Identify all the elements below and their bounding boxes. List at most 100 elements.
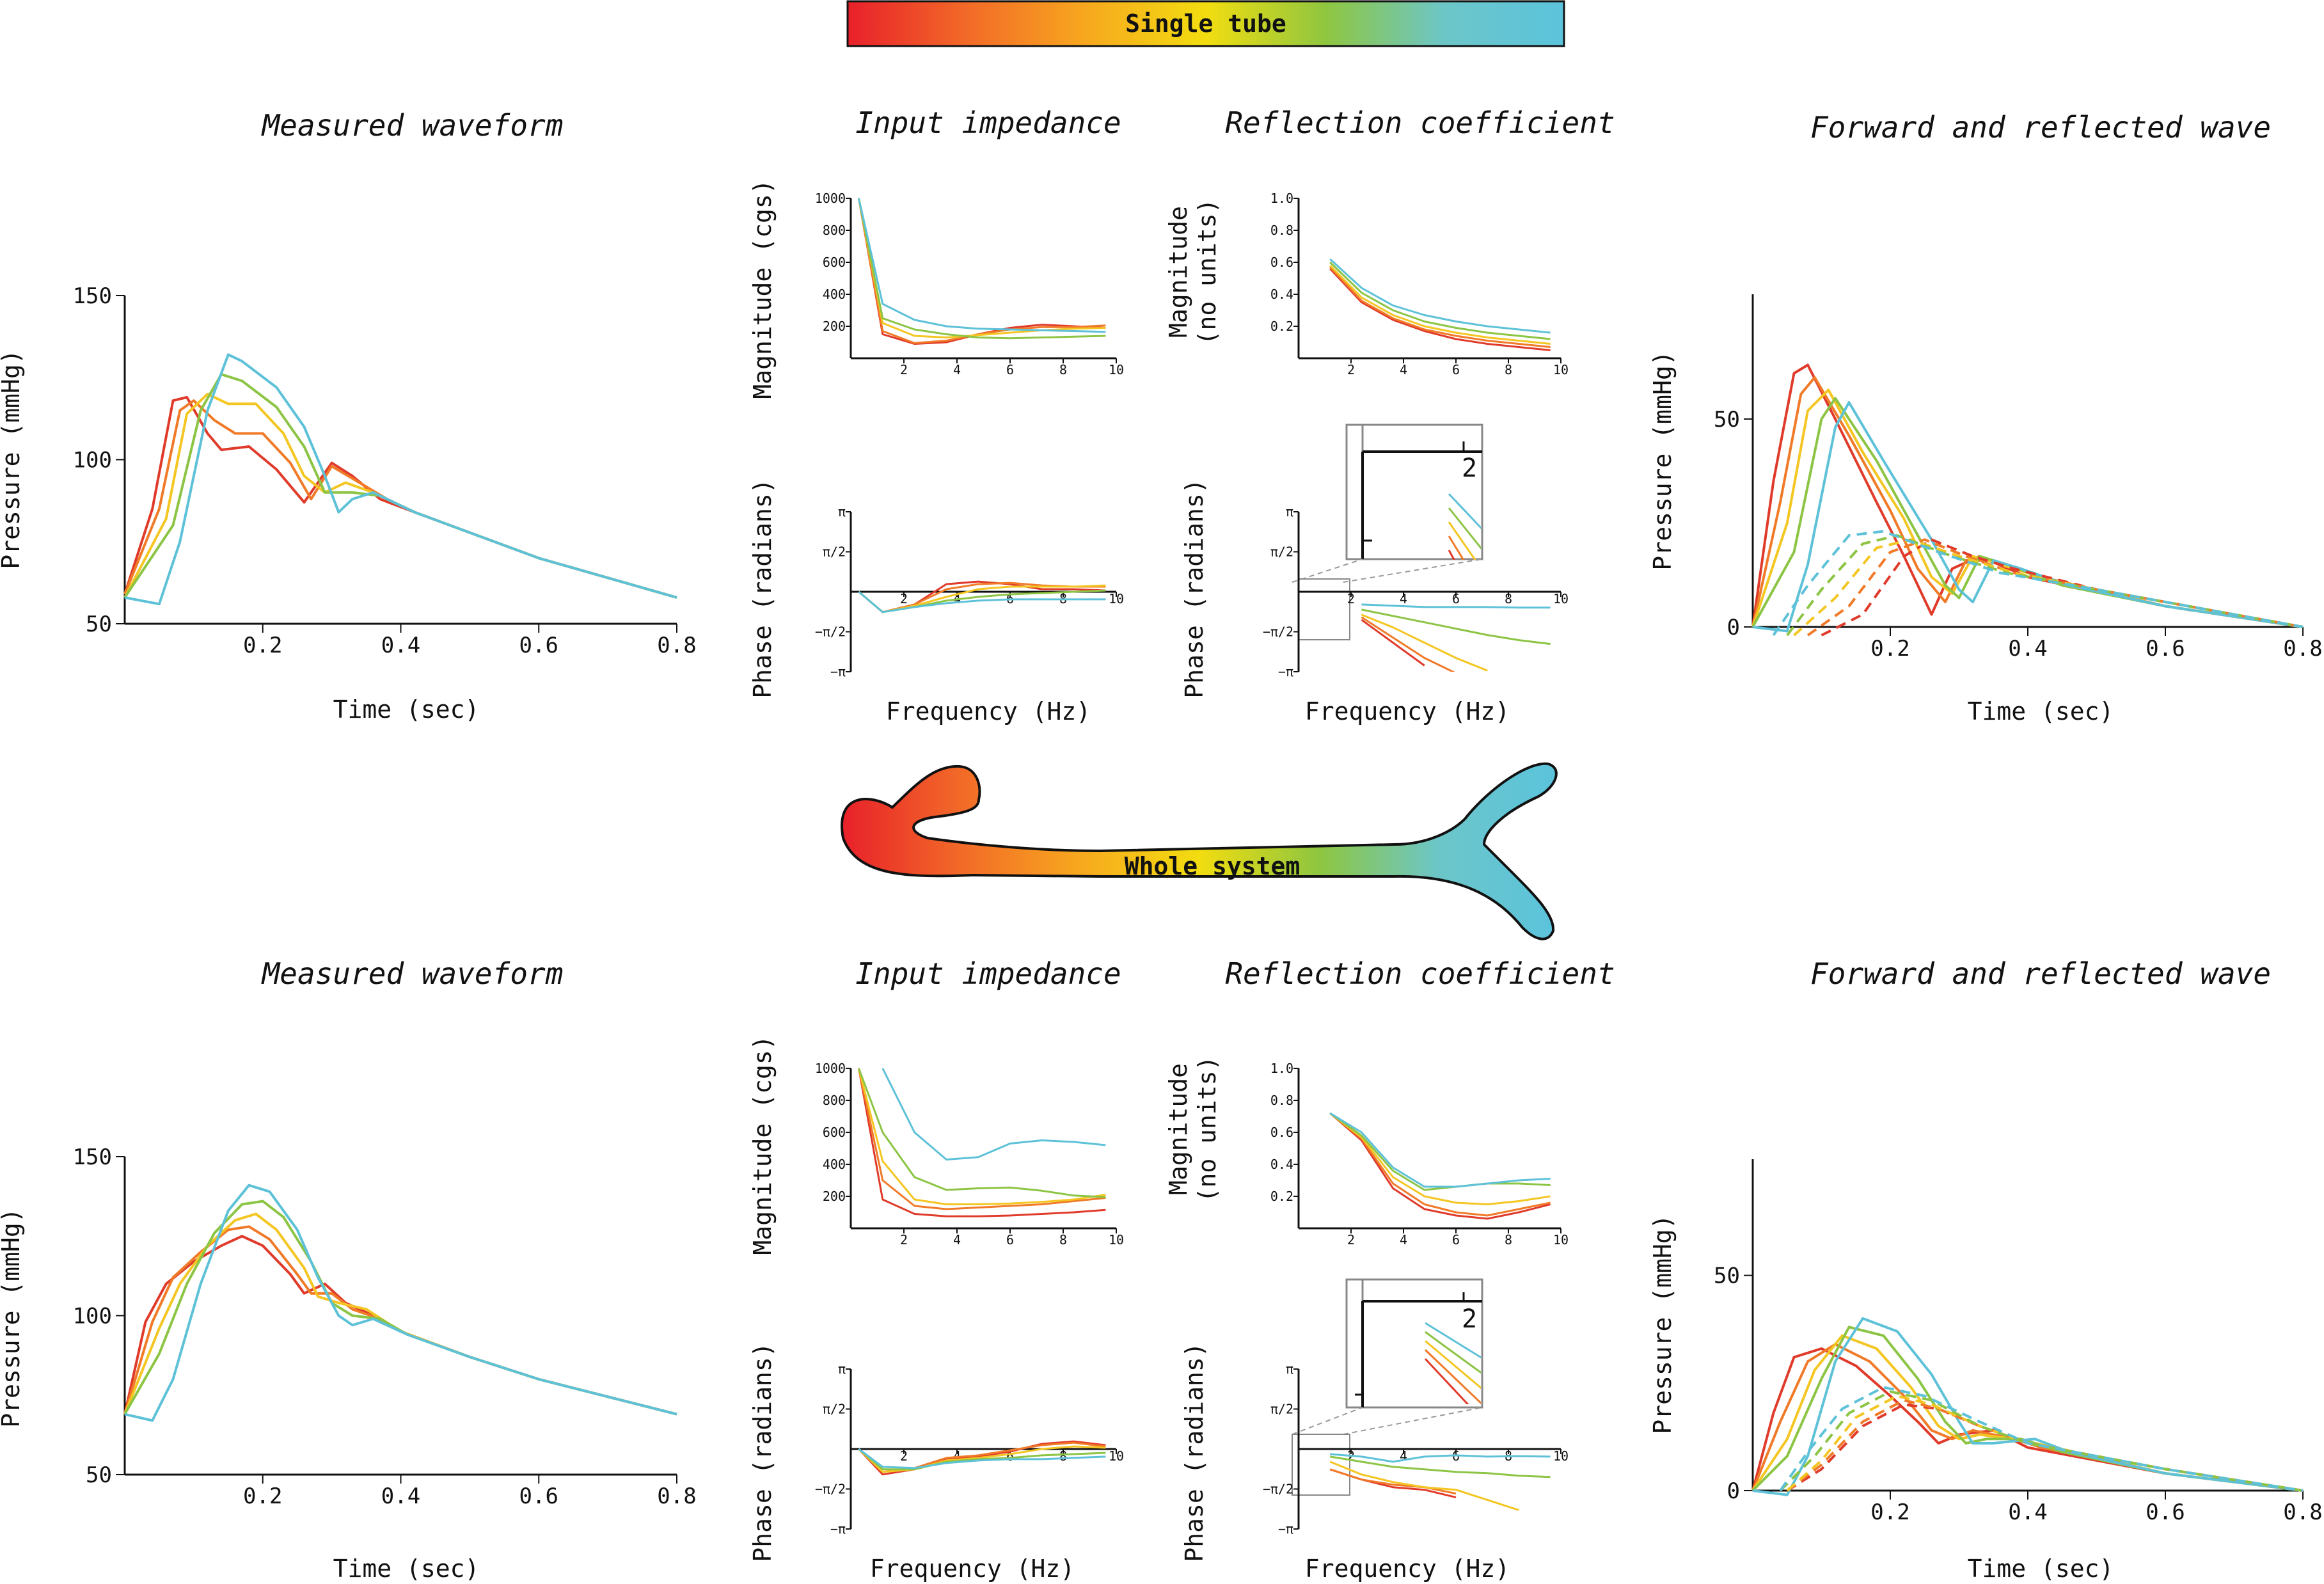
x-tick-label: 0.8 (2283, 1500, 2322, 1525)
x-tick-label: 8 (1505, 1232, 1512, 1247)
x-axis-label: Frequency (Hz) (870, 1555, 1075, 1583)
series-line (1329, 1461, 1519, 1511)
x-tick-label: 6 (1006, 362, 1014, 377)
x-tick-label: 6 (1452, 362, 1460, 377)
chart-single-refl-mag: 2 4 6 8 10 0.2 0.4 0.6 0.8 1.0 Magnitude (no units) (1164, 191, 1569, 377)
series-line (858, 198, 1106, 333)
x-axis-label: Time (sec) (333, 1555, 480, 1583)
y-axis-label: Phase (radians) (748, 479, 777, 698)
series-line (1329, 267, 1551, 351)
y-tick-label: 0.2 (1270, 319, 1293, 334)
chart-single-refl-phase: 2 4 6 8 10 π π/2 −π/2 −π Frequency (Hz) Phase (rad… (1180, 479, 1569, 725)
y-tick-label: 0.8 (1270, 1093, 1293, 1108)
y-tick-label: 800 (823, 223, 846, 238)
series-line (1330, 1453, 1551, 1463)
y-axis-label: (no units) (1193, 1056, 1221, 1203)
x-tick-label: 0.4 (381, 1484, 420, 1509)
inset-series-line (1425, 1340, 1481, 1390)
y-tick-label: π (1286, 1361, 1293, 1377)
y-tick-label: π/2 (1270, 544, 1293, 560)
series-line (1329, 1112, 1551, 1205)
y-axis-label: Pressure (mmHg) (1648, 1214, 1677, 1434)
y-tick-label: 1.0 (1270, 191, 1293, 206)
series-line (858, 198, 1106, 344)
inset-series-line (1424, 1349, 1481, 1404)
x-tick-label: 4 (1400, 362, 1407, 377)
y-axis-label: Phase (radians) (1180, 1342, 1208, 1562)
y-tick-label: 150 (73, 283, 112, 309)
series-line (1751, 376, 2304, 628)
series-line (1361, 619, 1425, 667)
y-axis-label: Magnitude (cgs) (748, 179, 777, 399)
y-tick-label: 50 (1714, 1263, 1740, 1289)
x-tick-label: 0.8 (657, 1484, 696, 1509)
y-tick-label: −π (1278, 664, 1293, 679)
y-tick-label: π (1286, 504, 1293, 519)
y-tick-label: 0.4 (1270, 287, 1293, 302)
y-axis-label: Phase (radians) (1180, 479, 1208, 698)
inset-series-line (1448, 507, 1481, 550)
y-tick-label: −π/2 (1263, 624, 1293, 640)
y-axis-label: Pressure (mmHg) (1648, 351, 1677, 570)
inset-series-line (1448, 521, 1476, 560)
chart-whole-waveform: 0.2 0.4 0.6 0.8 50 100 150 Time (sec) Pressure (… (0, 1144, 697, 1583)
y-tick-label: 0.6 (1270, 255, 1293, 270)
series-line (123, 396, 677, 599)
x-tick-label: 0.2 (1870, 1500, 1909, 1525)
series-line (123, 392, 677, 599)
inset-series-line (1425, 1322, 1481, 1359)
y-tick-label: π/2 (1270, 1402, 1293, 1417)
series-line (1329, 1468, 1457, 1495)
series-line (858, 1448, 1106, 1471)
title-waveform-single: Measured waveform (261, 108, 564, 143)
series-line (1751, 1334, 2304, 1492)
y-tick-label: 800 (823, 1093, 846, 1108)
x-tick-label: 10 (1553, 591, 1569, 606)
x-tick-label: 0.6 (2146, 636, 2185, 661)
series-line (1329, 264, 1551, 345)
series-line (858, 198, 1106, 340)
y-axis-label: Magnitude (cgs) (748, 1035, 777, 1255)
reflected-wave-line (1793, 538, 2304, 637)
inset-zoom-single: 2 (1292, 424, 1483, 640)
chart-whole-forward: 0.2 0.4 0.6 0.8 0 50 Time (sec) Pressure (mmHg) (1648, 1159, 2323, 1583)
x-tick-label: 10 (1109, 591, 1124, 606)
x-tick-label: 4 (953, 362, 961, 377)
title-reflection-single: Reflection coefficient (1225, 106, 1615, 140)
y-tick-label: 400 (823, 1157, 846, 1172)
x-tick-label: 0.2 (1870, 636, 1909, 661)
y-tick-label: 0.4 (1270, 1157, 1293, 1172)
chart-single-imp-mag: 2 4 6 8 10 200 400 600 800 1000 Magnitude (cgs) (748, 179, 1124, 399)
y-tick-label: −π (1278, 1521, 1293, 1537)
y-tick-label: 0.6 (1270, 1125, 1293, 1140)
y-tick-label: 600 (823, 1125, 846, 1140)
y-tick-label: 0 (1727, 1478, 1740, 1504)
series-line (1361, 603, 1551, 609)
title-forward-single: Forward and reflected wave (1810, 110, 2271, 145)
x-tick-label: 2 (1347, 1232, 1355, 1247)
y-tick-label: 200 (823, 319, 846, 334)
y-tick-label: 150 (73, 1144, 112, 1170)
series-line (1329, 258, 1551, 334)
x-axis-label: Frequency (Hz) (886, 697, 1091, 725)
series-line (1329, 1112, 1551, 1191)
series-line (124, 1184, 677, 1422)
series-line (1329, 1455, 1551, 1478)
title-waveform-whole: Measured waveform (261, 956, 564, 991)
x-tick-label: 2 (900, 1232, 908, 1247)
x-tick-label: 8 (1059, 362, 1067, 377)
reflected-wave-line (1772, 530, 2304, 637)
x-tick-label: 8 (1505, 362, 1512, 377)
y-tick-label: 100 (73, 448, 112, 473)
reflected-wave-line (1779, 1386, 2304, 1492)
series-line (1329, 1112, 1551, 1188)
chart-whole-refl-mag: 2 4 6 8 10 0.2 0.4 0.6 0.8 1.0 Magnitude (no units) (1164, 1056, 1569, 1247)
y-tick-label: 50 (1714, 407, 1740, 432)
series-line (1751, 1347, 2304, 1492)
series-line (858, 1440, 1106, 1476)
reflected-wave-line (1786, 534, 2304, 637)
y-tick-label: 600 (823, 255, 846, 270)
x-tick-label: 10 (1109, 362, 1124, 377)
x-tick-label: 8 (1059, 1448, 1067, 1464)
